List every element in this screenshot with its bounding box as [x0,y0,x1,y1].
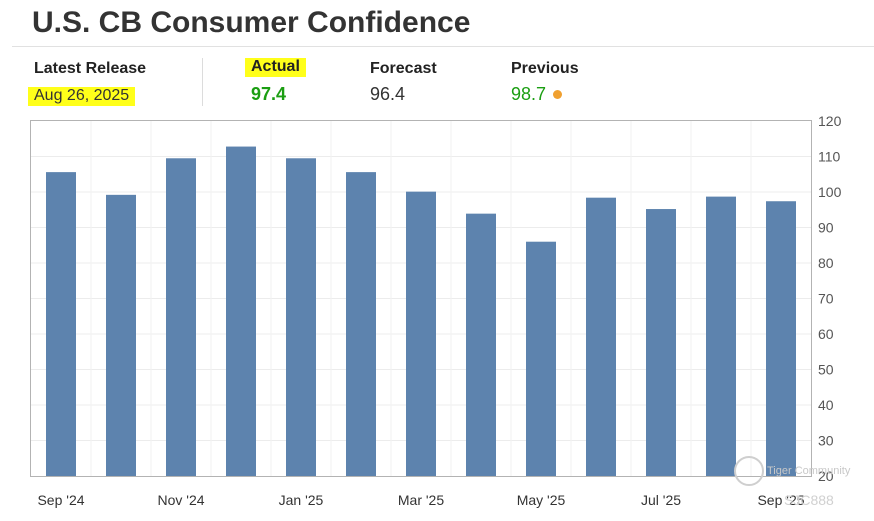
watermark-text: Tiger Community [767,464,851,477]
forecast-value: 96.4 [370,84,406,104]
bar-11 [646,209,676,477]
bar-2 [106,194,136,476]
bar-13 [766,201,796,477]
tiger-logo-icon [734,456,764,486]
bar-4 [226,146,256,476]
bar-9 [526,241,556,476]
y-tick-label: 70 [818,291,834,307]
actual-value: 97.4 [251,84,287,104]
actual-label-text: Actual [245,58,306,77]
previous-value-wrap: 98.7 [511,84,563,105]
watermark: Tiger Community [734,456,850,486]
x-tick-label: Nov '24 [157,492,204,508]
previous-value: 98.7 [511,84,547,104]
y-tick-label: 100 [818,184,842,200]
x-tick-label: May '25 [517,492,566,508]
y-tick-label: 50 [818,362,834,378]
bar-10 [586,197,616,476]
previous-label: Previous [511,60,579,77]
y-tick-label: 60 [818,326,834,342]
x-tick-label: Jan '25 [279,492,324,508]
x-tick-label: Sep '25 [757,492,804,508]
bar-12 [706,196,736,477]
bar-3 [166,158,196,476]
bar-8 [466,213,496,476]
latest-release-date: Aug 26, 2025 [28,87,136,106]
latest-release-value: Aug 26, 2025 [28,87,136,106]
bar-6 [346,172,376,476]
y-tick-label: 80 [818,255,834,271]
title-divider [12,46,874,47]
y-tick-label: 20 [818,468,834,484]
y-tick-label: 110 [818,149,841,165]
x-tick-label: Jul '25 [641,492,681,508]
x-tick-label: Mar '25 [398,492,444,508]
x-tick-label: Sep '24 [37,492,84,508]
actual-label: Actual [245,58,306,77]
revision-dot-icon [553,89,563,99]
forecast-label: Forecast [370,60,437,77]
y-tick-label: 30 [818,433,834,449]
bar-5 [286,158,316,476]
y-tick-label: 40 [818,397,834,413]
chart-frame [30,120,812,477]
page-title: U.S. CB Consumer Confidence [32,6,471,39]
y-tick-label: 90 [818,220,834,236]
y-tick-label: 120 [818,113,842,129]
bar-1 [46,172,76,476]
bar-7 [406,191,436,476]
latest-release-label: Latest Release [34,60,147,77]
watermark-sub: SJC888 [784,492,834,508]
stats-divider [202,58,203,106]
